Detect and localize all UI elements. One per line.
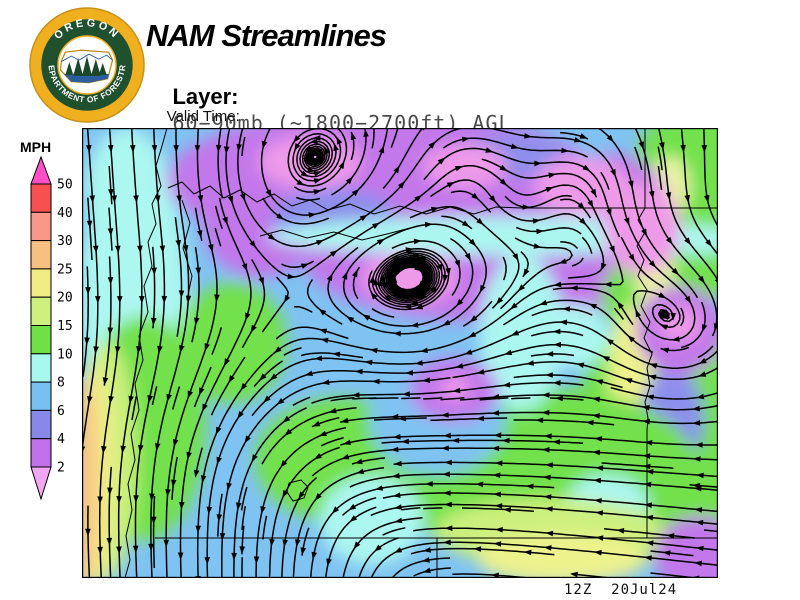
layer-label: Layer:: [172, 84, 239, 109]
emblem-water: [60, 73, 113, 83]
page-title: NAM Streamlines: [146, 18, 387, 53]
colorbar-above-max-arrow: [30, 155, 52, 185]
colorbar-segment: [30, 240, 52, 270]
emblem-mountain: [60, 53, 113, 63]
colorbar-segment: [30, 409, 52, 440]
streamlines: [82, 128, 718, 578]
valid-time-label: Valid Time:: [166, 108, 240, 125]
wind-speed-colorbar: 50 40 30 25 20 15 10 8 6 4 2: [30, 155, 73, 501]
colorbar-below-min-arrow: [30, 466, 52, 501]
colorbar-segment: [30, 183, 52, 213]
colorbar-tick-label: 30: [57, 234, 73, 249]
colorbar-segment: [30, 211, 52, 242]
colorbar-segment: [30, 268, 52, 298]
colorbar-tick-label: 8: [57, 376, 65, 391]
colorbar-tick-label: 20: [57, 291, 73, 306]
map-frame: [82, 128, 718, 578]
odf-logo: OREGON DEPARTMENT OF FORESTRY: [29, 7, 145, 123]
colorbar-tick-label: 6: [57, 404, 65, 419]
map-timestamp: 12Z 20Jul24: [564, 582, 678, 598]
colorbar-tick-label: 2: [57, 461, 65, 476]
colorbar-tick-label: 40: [57, 206, 73, 221]
colorbar-tick-label: 50: [57, 178, 73, 193]
colorbar-tick-label: 10: [57, 347, 73, 362]
colorbar-tick-label: 15: [57, 319, 73, 334]
streamline-map: [82, 128, 718, 578]
john-day-river: [259, 227, 411, 241]
colorbar-segment: [30, 325, 52, 355]
colorbar-segment: [30, 353, 52, 383]
willamette-river: [181, 199, 193, 301]
snake-river: [636, 207, 653, 431]
logo-state-emblem: [59, 49, 114, 84]
colorbar-tick-label: 4: [57, 432, 65, 447]
colorbar-segment: [30, 296, 52, 326]
colorbar-segment: [30, 438, 52, 468]
colorbar-segment: [30, 381, 52, 411]
colorbar-unit-label: MPH: [20, 139, 52, 155]
emblem-trees: [65, 56, 107, 76]
colorbar-tick-label: 25: [57, 262, 73, 277]
streamline-paths: [82, 128, 718, 578]
